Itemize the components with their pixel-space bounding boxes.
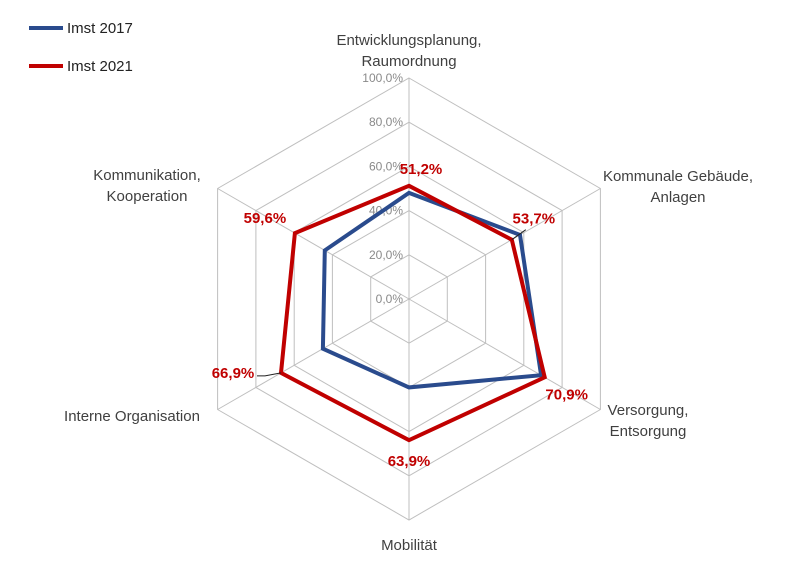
category-label-0: Entwicklungsplanung, Raumordnung: [336, 32, 481, 70]
data-label-0: 51,2%: [400, 161, 443, 178]
category-label-4: Interne Organisation: [64, 408, 200, 425]
legend-label-0: Imst 2017: [67, 20, 133, 37]
grid-spoke-5: [217, 188, 410, 300]
tick-label-4: 80,0%: [369, 115, 403, 129]
leader-line-1: [511, 229, 527, 241]
grid-spoke-2: [408, 298, 601, 410]
grid-spoke-4: [217, 298, 410, 410]
data-label-1: 53,7%: [513, 211, 556, 228]
tick-label-1: 20,0%: [369, 248, 403, 262]
category-labels: Entwicklungsplanung, Raumordnung Kommunale…: [64, 32, 753, 554]
radial-tick-labels: 0,0%20,0%40,0%60,0%80,0%100,0%: [362, 71, 403, 306]
data-label-leader-lines: [257, 229, 527, 377]
legend: Imst 2017 Imst 2021: [29, 20, 133, 75]
series-line-0: [320, 190, 544, 390]
category-label-5: Kommunikation, Kooperation: [93, 167, 201, 205]
leader-line-4: [257, 372, 282, 377]
category-label-2: Versorgung, Entsorgung: [608, 402, 689, 440]
tick-label-5: 100,0%: [362, 71, 403, 85]
grid-spoke-1: [408, 188, 601, 300]
data-label-5: 59,6%: [244, 210, 287, 227]
series-line-1: [278, 183, 548, 443]
data-label-2: 70,9%: [545, 386, 588, 403]
data-label-3: 63,9%: [388, 453, 431, 470]
radar-grid: [217, 77, 601, 521]
data-label-4: 66,9%: [212, 365, 255, 382]
category-label-3: Mobilität: [381, 537, 438, 554]
legend-label-1: Imst 2021: [67, 58, 133, 75]
category-label-1: Kommunale Gebäude, Anlagen: [603, 168, 753, 206]
tick-label-0: 0,0%: [376, 292, 404, 306]
data-labels: 51,2% 53,7% 70,9% 63,9% 66,9% 59,6%: [212, 161, 588, 470]
series-lines: [278, 183, 548, 443]
tick-label-3: 60,0%: [369, 159, 403, 173]
